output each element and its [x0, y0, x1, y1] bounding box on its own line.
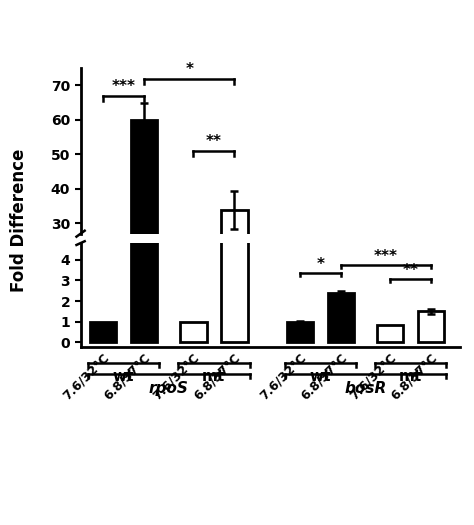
Bar — [221, 209, 247, 327]
Text: **: ** — [402, 264, 419, 278]
Text: ***: *** — [111, 79, 136, 94]
Bar — [377, 325, 403, 342]
Text: **: ** — [206, 134, 222, 150]
Bar — [328, 319, 354, 327]
Bar — [418, 311, 445, 342]
Bar — [418, 322, 445, 327]
Text: mt: mt — [202, 369, 226, 384]
Text: Fold Difference: Fold Difference — [10, 149, 28, 292]
Text: *: * — [185, 62, 193, 77]
Text: bosR: bosR — [345, 381, 387, 396]
Bar — [221, 0, 247, 342]
Text: mt: mt — [399, 369, 422, 384]
Bar — [90, 322, 117, 342]
Bar — [328, 293, 354, 342]
Bar — [377, 324, 403, 327]
Bar — [90, 323, 117, 327]
Bar — [287, 323, 313, 327]
Text: ***: *** — [374, 249, 398, 264]
Bar — [287, 322, 313, 342]
Bar — [180, 323, 207, 327]
Text: wt: wt — [310, 369, 331, 384]
Bar — [131, 0, 157, 342]
Bar — [131, 120, 157, 327]
Text: *: * — [317, 257, 324, 272]
Text: rpoS: rpoS — [149, 381, 189, 396]
Bar — [180, 322, 207, 342]
Text: wt: wt — [113, 369, 134, 384]
